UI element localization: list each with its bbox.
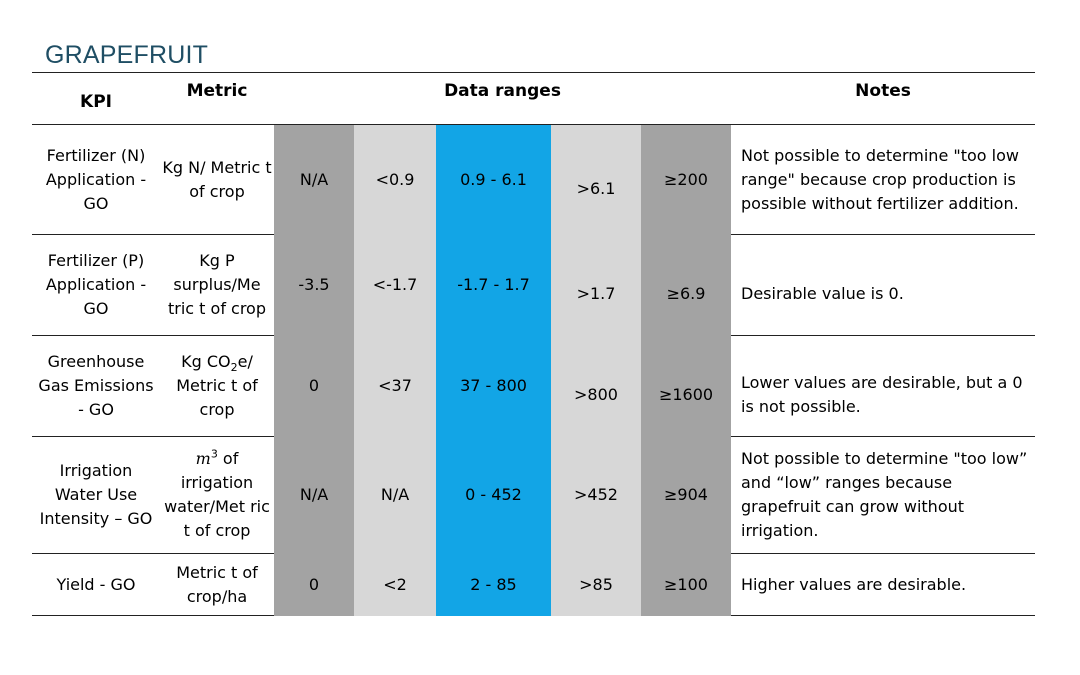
note-cell: Lower values are desirable, but a 0 is n… (731, 335, 1035, 437)
range-low-cell: <0.9 (354, 124, 436, 235)
range-too-high-cell: ≥6.9 (641, 234, 731, 336)
range-too-low-cell: -3.5 (274, 234, 354, 336)
kpi-cell: Irrigation Water Use Intensity – GO (32, 436, 160, 554)
range-low-cell: <37 (354, 335, 436, 437)
header-notes: Notes (731, 72, 1035, 125)
table-row: Irrigation Water Use Intensity – GO m3 o… (32, 436, 1035, 554)
table-row: Greenhouse Gas Emissions - GO Kg CO2e/ M… (32, 335, 1035, 437)
header-metric: Metric (160, 72, 274, 125)
range-desirable-cell: 2 - 85 (436, 553, 551, 616)
range-desirable-cell: 0.9 - 6.1 (436, 124, 551, 235)
range-too-high-cell: ≥200 (641, 124, 731, 235)
note-cell: Desirable value is 0. (731, 234, 1035, 336)
kpi-cell: Yield - GO (32, 553, 160, 616)
note-cell: Not possible to determine "too low range… (731, 124, 1035, 235)
note-cell: Higher values are desirable. (731, 553, 1035, 616)
range-low-cell: <2 (354, 553, 436, 616)
note-cell: Not possible to determine "too low” and … (731, 436, 1035, 554)
metric-text-of: of (217, 449, 239, 468)
range-too-low-cell: 0 (274, 553, 354, 616)
metric-text-rest: irrigation water/Met ric t of crop (164, 473, 270, 540)
range-desirable-cell: -1.7 - 1.7 (436, 234, 551, 336)
section-heading: GRAPEFRUIT (45, 41, 209, 69)
range-too-high-cell: ≥904 (641, 436, 731, 554)
range-high-cell: >452 (551, 436, 641, 554)
metric-text-pre: Kg CO (181, 352, 231, 371)
metric-unit-symbol: m (195, 449, 211, 468)
metric-superscript: 3 (210, 447, 218, 461)
range-high-cell: >6.1 (551, 124, 641, 235)
kpi-cell: Fertilizer (P) Application - GO (32, 234, 160, 336)
range-too-high-cell: ≥100 (641, 553, 731, 616)
kpi-cell: Greenhouse Gas Emissions - GO (32, 335, 160, 437)
range-too-high-cell: ≥1600 (641, 335, 731, 437)
table-row: Yield - GO Metric t of crop/ha 0 <2 2 - … (32, 553, 1035, 616)
metric-cell: Metric t of crop/ha (160, 553, 274, 616)
metric-cell: Kg N/ Metric t of crop (160, 124, 274, 235)
kpi-cell: Fertilizer (N) Application - GO (32, 124, 160, 235)
metric-text-post: e/ Metric t of crop (176, 352, 258, 419)
metric-cell: m3 of irrigation water/Met ric t of crop (160, 436, 274, 554)
range-low-cell: N/A (354, 436, 436, 554)
table-row: Fertilizer (N) Application - GO Kg N/ Me… (32, 124, 1035, 235)
range-too-low-cell: N/A (274, 436, 354, 554)
metric-cell: Kg P surplus/Me tric t of crop (160, 234, 274, 336)
range-high-cell: >1.7 (551, 234, 641, 336)
header-data-ranges: Data ranges (274, 72, 731, 125)
range-low-cell: <-1.7 (354, 234, 436, 336)
range-high-cell: >800 (551, 335, 641, 437)
range-desirable-cell: 0 - 452 (436, 436, 551, 554)
kpi-table: KPI Metric Data ranges Notes Fertilizer … (32, 72, 1035, 616)
range-too-low-cell: N/A (274, 124, 354, 235)
metric-cell: Kg CO2e/ Metric t of crop (160, 335, 274, 437)
range-high-cell: >85 (551, 553, 641, 616)
table-row: Fertilizer (P) Application - GO Kg P sur… (32, 234, 1035, 336)
range-too-low-cell: 0 (274, 335, 354, 437)
range-desirable-cell: 37 - 800 (436, 335, 551, 437)
metric-subscript: 2 (230, 361, 238, 375)
header-kpi: KPI (32, 72, 160, 125)
header-row: KPI Metric Data ranges Notes (32, 72, 1035, 125)
